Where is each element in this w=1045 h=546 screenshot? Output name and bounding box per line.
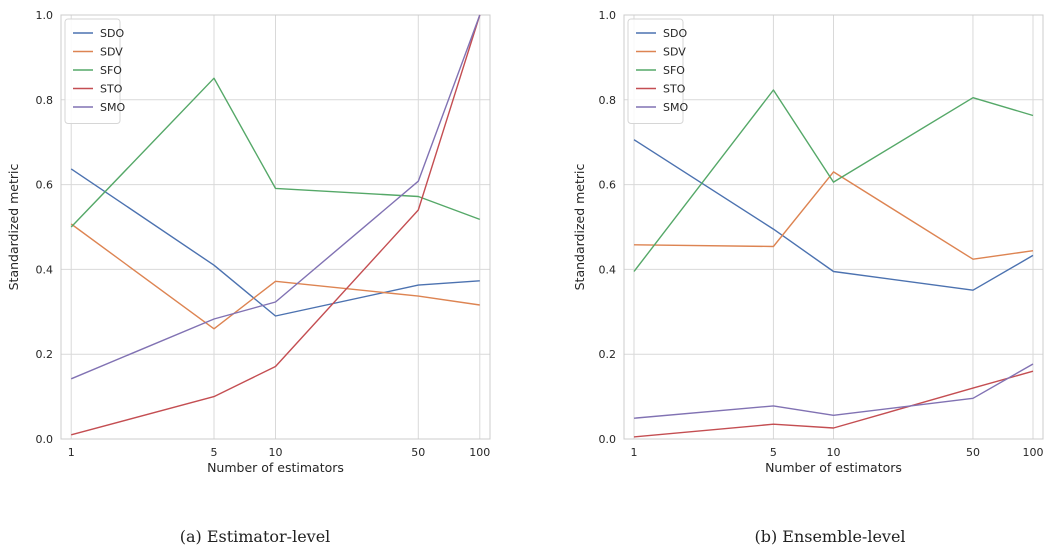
- x-axis-label: Number of estimators: [765, 460, 902, 475]
- y-tick-label: 0.8: [599, 94, 617, 107]
- legend-label-sfo: SFO: [100, 64, 122, 77]
- y-tick-label: 1.0: [599, 9, 617, 22]
- caption-estimator-level: (a) Estimator-level: [179, 527, 331, 546]
- x-tick-label: 50: [966, 446, 980, 459]
- chart-panel-a: 1 5 10 50 100 0.0 0.2 0.4 0.6 0.8 1.0 Number of est…: [6, 9, 491, 475]
- legend-label-sfo: SFO: [663, 64, 685, 77]
- legend-label-smo: SMO: [663, 101, 688, 114]
- x-tick-label: 5: [770, 446, 777, 459]
- y-tick-label: 1.0: [36, 9, 54, 22]
- x-tick-label: 100: [1023, 446, 1044, 459]
- legend-label-smo: SMO: [100, 101, 125, 114]
- y-tick-label: 0.6: [599, 179, 617, 192]
- x-tick-label: 10: [269, 446, 283, 459]
- y-axis-label: Standardized metric: [6, 164, 21, 291]
- series-line-sdv: [633, 171, 1034, 260]
- x-tick-label: 10: [827, 446, 841, 459]
- y-axis-label: Standardized metric: [572, 164, 587, 291]
- plot-frame: [60, 14, 491, 440]
- legend: SDO SDV SFO STO SMO: [64, 18, 125, 124]
- chart-panel-b: 1 5 10 50 100 0.0 0.2 0.4 0.6 0.8 1.0 Number of est…: [572, 9, 1044, 475]
- legend-box: [627, 18, 684, 124]
- figure: 1 5 10 50 100 0.0 0.2 0.4 0.6 0.8 1.0 Number of est…: [6, 9, 1044, 475]
- y-tick-label: 0.4: [599, 263, 617, 276]
- legend-label-sdv: SDV: [663, 46, 686, 59]
- legend-label-sto: STO: [100, 83, 123, 96]
- y-tick-label: 0.2: [599, 348, 617, 361]
- series-line-sfo: [70, 77, 481, 228]
- x-tick-label: 5: [211, 446, 218, 459]
- y-tick-label: 0.0: [36, 433, 54, 446]
- legend-box: [64, 18, 121, 124]
- caption-ensemble-level: (b) Ensemble-level: [754, 527, 906, 546]
- plot-frame: [623, 14, 1044, 440]
- y-tick-label: 0.6: [36, 179, 54, 192]
- x-tick-label: 50: [411, 446, 425, 459]
- x-tick-label: 1: [630, 446, 637, 459]
- series-line-smo: [633, 363, 1034, 419]
- series-line-sdv: [70, 223, 480, 330]
- y-tick-label: 0.0: [599, 433, 617, 446]
- legend-label-sdo: SDO: [100, 27, 124, 40]
- series-line-sdo: [633, 139, 1034, 291]
- y-tick-label: 0.2: [36, 348, 54, 361]
- series-line-smo: [70, 14, 481, 380]
- y-tick-label: 0.8: [36, 94, 54, 107]
- series-line-sto: [71, 14, 481, 436]
- legend: SDO SDV SFO STO SMO: [627, 18, 688, 124]
- x-axis-label: Number of estimators: [207, 460, 344, 475]
- legend-label-sdo: SDO: [663, 27, 687, 40]
- legend-label-sdv: SDV: [100, 46, 123, 59]
- x-tick-label: 100: [469, 446, 490, 459]
- legend-label-sto: STO: [663, 83, 686, 96]
- series-line-sto: [633, 370, 1034, 438]
- series-line-sfo: [633, 89, 1034, 272]
- x-tick-label: 1: [68, 446, 75, 459]
- series-line-sdo: [70, 168, 480, 317]
- y-tick-label: 0.4: [36, 263, 54, 276]
